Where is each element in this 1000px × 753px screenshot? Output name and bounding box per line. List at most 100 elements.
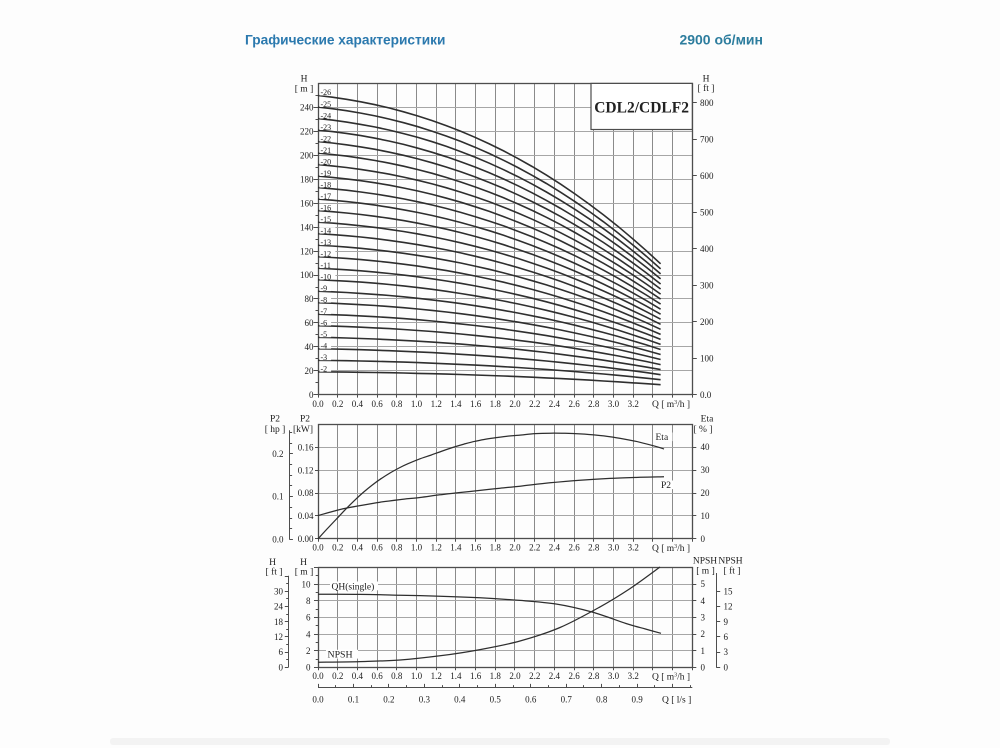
svg-text:0.2: 0.2 xyxy=(332,543,343,553)
svg-text:1.4: 1.4 xyxy=(450,399,462,409)
svg-text:NPSH: NPSH xyxy=(693,557,717,567)
svg-text:[ ft ]: [ ft ] xyxy=(698,83,715,94)
svg-text:0.6: 0.6 xyxy=(371,543,383,553)
svg-text:2.6: 2.6 xyxy=(568,671,580,681)
svg-text:18: 18 xyxy=(274,617,284,627)
svg-text:1.8: 1.8 xyxy=(490,671,502,681)
svg-text:-18: -18 xyxy=(321,180,332,189)
svg-text:4: 4 xyxy=(306,629,311,639)
svg-text:2.8: 2.8 xyxy=(588,671,600,681)
svg-text:0.6: 0.6 xyxy=(371,671,383,681)
svg-text:8: 8 xyxy=(306,596,311,606)
svg-text:H: H xyxy=(300,558,307,568)
svg-text:12: 12 xyxy=(724,602,733,612)
svg-text:-8: -8 xyxy=(321,295,328,304)
svg-text:0.2: 0.2 xyxy=(272,449,283,459)
svg-text:H: H xyxy=(703,75,710,85)
svg-text:0.6: 0.6 xyxy=(371,399,383,409)
svg-text:0.4: 0.4 xyxy=(352,543,364,553)
svg-text:300: 300 xyxy=(700,281,714,291)
svg-text:Графические характеристики: Графические характеристики xyxy=(245,33,445,48)
svg-text:1.8: 1.8 xyxy=(490,399,502,409)
svg-text:Q [ m3/h ]: Q [ m3/h ] xyxy=(652,672,690,682)
svg-text:160: 160 xyxy=(300,198,314,208)
svg-text:P2: P2 xyxy=(300,415,310,425)
svg-text:0.08: 0.08 xyxy=(298,488,314,498)
svg-text:3.0: 3.0 xyxy=(608,399,620,409)
svg-text:200: 200 xyxy=(700,317,714,327)
svg-text:-16: -16 xyxy=(321,203,332,212)
svg-text:1.6: 1.6 xyxy=(470,671,482,681)
svg-text:1.2: 1.2 xyxy=(431,399,442,409)
svg-text:2.0: 2.0 xyxy=(509,671,521,681)
svg-text:0: 0 xyxy=(701,662,706,672)
svg-text:220: 220 xyxy=(300,127,314,137)
svg-text:800: 800 xyxy=(700,98,714,108)
svg-text:2.6: 2.6 xyxy=(568,543,580,553)
svg-text:12: 12 xyxy=(274,632,283,642)
svg-text:NPSH: NPSH xyxy=(718,557,742,567)
svg-text:[ % ]: [ % ] xyxy=(694,425,713,435)
svg-text:5: 5 xyxy=(701,579,706,589)
svg-text:-15: -15 xyxy=(321,215,332,224)
svg-text:-7: -7 xyxy=(321,307,328,316)
svg-text:0.2: 0.2 xyxy=(383,695,394,705)
svg-text:NPSH: NPSH xyxy=(328,650,353,661)
svg-text:0.6: 0.6 xyxy=(525,695,537,705)
svg-text:3: 3 xyxy=(724,647,729,657)
svg-text:0.8: 0.8 xyxy=(391,671,403,681)
svg-text:40: 40 xyxy=(305,342,315,352)
svg-text:0.9: 0.9 xyxy=(631,695,643,705)
svg-text:0: 0 xyxy=(701,534,706,544)
svg-text:60: 60 xyxy=(305,318,315,328)
svg-text:0.0: 0.0 xyxy=(312,695,324,705)
svg-text:2.0: 2.0 xyxy=(509,399,521,409)
svg-text:[ m ]: [ m ] xyxy=(696,567,714,577)
svg-text:100: 100 xyxy=(700,354,714,364)
svg-text:6: 6 xyxy=(724,632,729,642)
svg-text:20: 20 xyxy=(701,488,711,498)
svg-text:2.2: 2.2 xyxy=(529,671,540,681)
svg-text:0.0: 0.0 xyxy=(312,671,324,681)
svg-text:[ ft ]: [ ft ] xyxy=(724,566,741,577)
svg-text:3: 3 xyxy=(701,613,706,623)
svg-text:15: 15 xyxy=(724,586,734,596)
svg-text:Q [ m3/h ]: Q [ m3/h ] xyxy=(652,400,690,410)
svg-text:2: 2 xyxy=(306,646,311,656)
svg-text:1.2: 1.2 xyxy=(431,671,442,681)
svg-text:[ m ]: [ m ] xyxy=(295,568,313,578)
svg-text:0.1: 0.1 xyxy=(272,492,283,502)
svg-text:0.2: 0.2 xyxy=(332,399,343,409)
svg-text:-21: -21 xyxy=(321,146,332,155)
svg-text:3.2: 3.2 xyxy=(628,543,639,553)
svg-text:P2: P2 xyxy=(661,481,671,491)
svg-text:1: 1 xyxy=(701,646,706,656)
svg-text:0: 0 xyxy=(309,390,314,400)
svg-text:-24: -24 xyxy=(321,111,332,120)
svg-text:0.0: 0.0 xyxy=(700,390,712,400)
svg-text:-6: -6 xyxy=(321,318,328,327)
svg-text:140: 140 xyxy=(300,222,314,232)
svg-text:1.6: 1.6 xyxy=(470,399,482,409)
svg-text:700: 700 xyxy=(700,135,714,145)
svg-text:2.4: 2.4 xyxy=(549,399,561,409)
svg-text:500: 500 xyxy=(700,208,714,218)
svg-text:3.2: 3.2 xyxy=(628,671,639,681)
svg-text:H: H xyxy=(269,558,276,568)
svg-text:1.4: 1.4 xyxy=(450,543,462,553)
svg-text:0: 0 xyxy=(279,662,284,672)
svg-text:0.4: 0.4 xyxy=(352,671,364,681)
svg-text:80: 80 xyxy=(305,294,315,304)
svg-text:CDL2/CDLF2: CDL2/CDLF2 xyxy=(594,100,689,117)
svg-text:6: 6 xyxy=(279,647,284,657)
svg-text:[ hp ]: [ hp ] xyxy=(265,425,286,435)
svg-text:-9: -9 xyxy=(321,284,328,293)
svg-text:180: 180 xyxy=(300,174,314,184)
svg-text:2.8: 2.8 xyxy=(588,543,600,553)
svg-text:240: 240 xyxy=(300,103,314,113)
svg-text:3.2: 3.2 xyxy=(628,399,639,409)
svg-text:0: 0 xyxy=(306,663,311,673)
svg-text:Q [ l/s ]: Q [ l/s ] xyxy=(662,696,691,706)
svg-text:40: 40 xyxy=(701,442,711,452)
svg-text:H: H xyxy=(301,75,308,85)
